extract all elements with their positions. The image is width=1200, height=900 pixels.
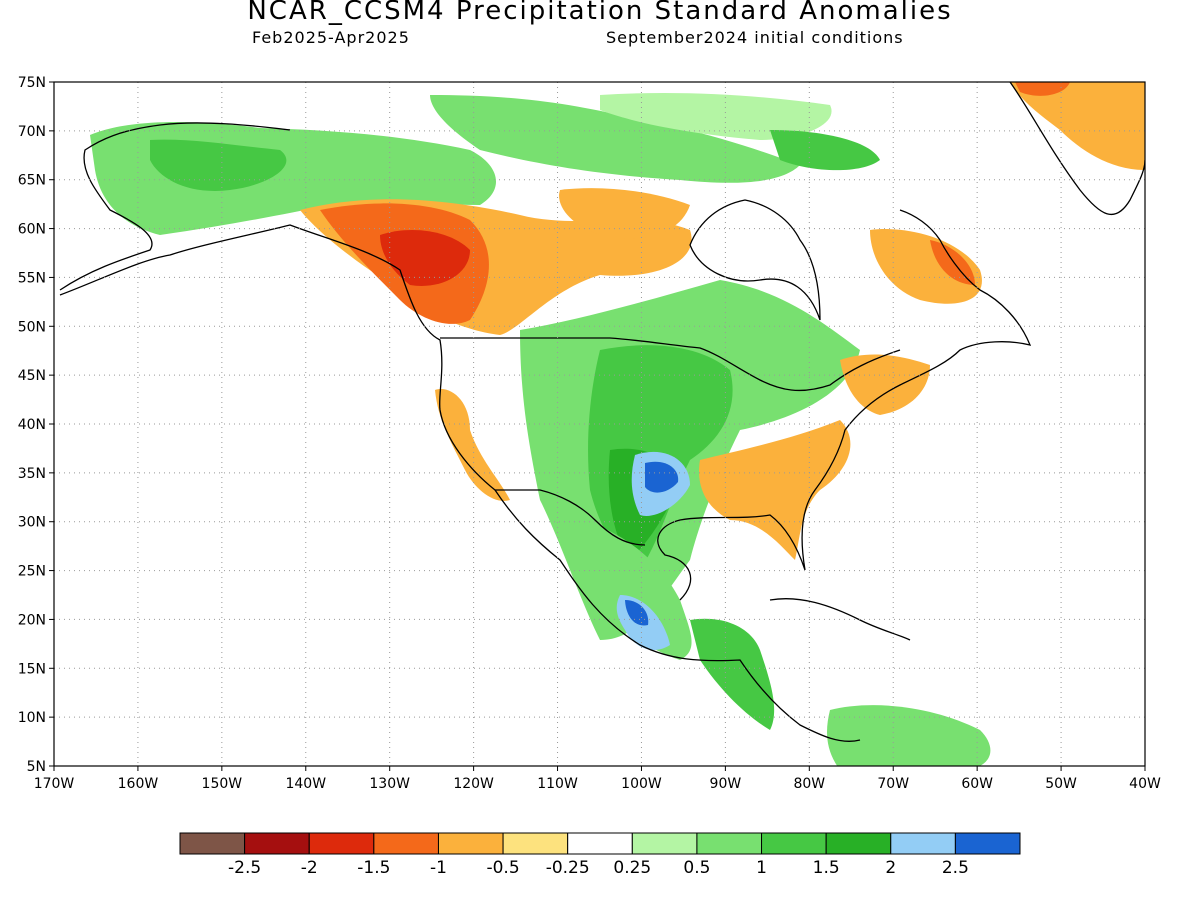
west-coast-dry — [435, 389, 510, 501]
colorbar-swatch — [632, 833, 697, 854]
colorbar-swatch — [697, 833, 762, 854]
colorbar-swatch — [374, 833, 439, 854]
colorbar-swatch — [891, 833, 956, 854]
lon-label: 150W — [202, 776, 243, 792]
lon-label: 70W — [877, 776, 909, 792]
colorbar-swatch — [955, 833, 1020, 854]
colorbar-swatch — [245, 833, 310, 854]
colorbar-swatch — [762, 833, 827, 854]
lat-label: 40N — [18, 417, 46, 433]
lat-label: 10N — [18, 710, 46, 726]
lon-label: 120W — [453, 776, 494, 792]
lon-label: 90W — [710, 776, 742, 792]
lon-label: 110W — [537, 776, 578, 792]
lat-label: 25N — [18, 564, 46, 580]
lat-label: 65N — [18, 173, 46, 189]
lat-label: 5N — [27, 759, 46, 775]
central-america-wet — [690, 619, 774, 730]
lon-label: 40W — [1129, 776, 1161, 792]
lon-label: 140W — [285, 776, 326, 792]
south-america-wet — [827, 705, 990, 770]
lat-label: 70N — [18, 124, 46, 140]
lat-label: 30N — [18, 515, 46, 531]
colorbar-label: 2.5 — [942, 858, 969, 878]
lon-label: 100W — [621, 776, 662, 792]
colorbar-label: -1.5 — [357, 858, 390, 878]
colorbar-label: -2.5 — [228, 858, 261, 878]
colorbar-swatch — [568, 833, 633, 854]
colorbar-label: -1 — [430, 858, 447, 878]
colorbar-label: 0.5 — [683, 858, 710, 878]
lon-label: 50W — [1045, 776, 1077, 792]
colorbar-swatch — [503, 833, 568, 854]
colorbar-label: -2 — [301, 858, 318, 878]
anomaly-fields — [90, 82, 1145, 770]
lat-label: 55N — [18, 270, 46, 286]
lat-label: 45N — [18, 368, 46, 384]
colorbar-swatch — [438, 833, 503, 854]
lon-label: 60W — [961, 776, 993, 792]
colorbar-swatch — [180, 833, 245, 854]
lon-label: 80W — [793, 776, 825, 792]
colorbar-label: -0.5 — [486, 858, 519, 878]
longitude-labels: 170W 160W 150W 140W 130W 120W 110W 100W 90W 80W 70… — [34, 776, 1161, 792]
lat-label: 20N — [18, 612, 46, 628]
lat-label: 75N — [18, 75, 46, 91]
colorbar-swatch — [309, 833, 374, 854]
lat-label: 50N — [18, 319, 46, 335]
greenland-dry — [1010, 82, 1145, 170]
lon-label: 130W — [369, 776, 410, 792]
northeast-dry — [840, 355, 930, 415]
lat-label: 15N — [18, 661, 46, 677]
precipitation-anomaly-map: 75N70N65N60N55N50N45N40N35N30N25N20N15N1… — [0, 0, 1200, 900]
colorbar-label: 1 — [756, 858, 767, 878]
colorbar-swatch — [826, 833, 891, 854]
lon-label: 160W — [118, 776, 159, 792]
latitude-labels: 75N 70N 65N 60N 55N 50N 45N 40N 35N 30N 25N 20N 15N 1… — [18, 75, 46, 775]
lon-label: 170W — [34, 776, 75, 792]
colorbar-label: 1.5 — [813, 858, 840, 878]
colorbar: -2.5 -2 -1.5 -1 -0.5 -0.25 0.25 0.5 1 1.5 2 2.5 — [180, 833, 1020, 878]
colorbar-label: -0.25 — [546, 858, 590, 878]
lat-label: 35N — [18, 466, 46, 482]
colorbar-label: 2 — [885, 858, 896, 878]
colorbar-label: 0.25 — [613, 858, 651, 878]
lat-label: 60N — [18, 222, 46, 238]
